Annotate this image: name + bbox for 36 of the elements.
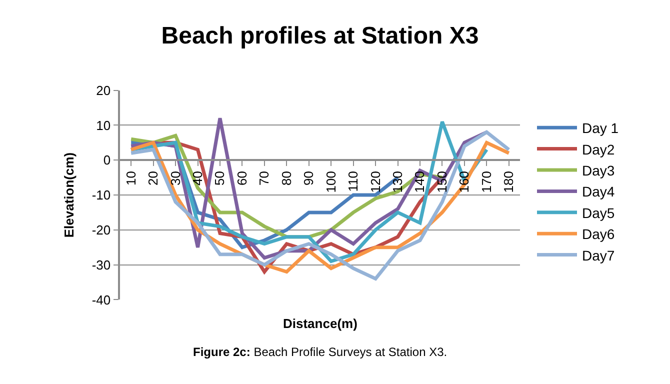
legend-label: Day7 xyxy=(582,247,615,264)
legend-label: Day4 xyxy=(582,184,615,200)
legend-label: Day3 xyxy=(582,162,615,178)
x-tick-label: 60 xyxy=(234,171,250,186)
x-tick-label: 10 xyxy=(123,171,138,186)
y-tick-label: -30 xyxy=(92,257,111,272)
x-tick-label: 130 xyxy=(390,171,406,193)
chart-title: Beach profiles at Station X3 xyxy=(161,22,479,50)
x-tick-label: 120 xyxy=(368,171,383,193)
legend-label: Day6 xyxy=(582,226,615,242)
x-tick-label: 90 xyxy=(301,171,316,186)
legend-label: Day5 xyxy=(582,204,615,221)
y-axis-title: Elevation(cm) xyxy=(61,152,76,238)
y-tick-label: -10 xyxy=(92,188,111,203)
y-tick-label: 10 xyxy=(96,118,111,133)
x-tick-label: 20 xyxy=(146,171,161,186)
y-tick-label: 0 xyxy=(103,152,111,168)
y-tick-label: -20 xyxy=(92,222,111,238)
x-tick-label: 70 xyxy=(256,171,272,186)
x-tick-label: 110 xyxy=(346,171,361,192)
x-tick-label: 150 xyxy=(434,171,450,193)
x-tick-label: 140 xyxy=(412,171,428,193)
x-tick-label: 30 xyxy=(168,171,183,186)
legend-label: Day2 xyxy=(582,141,615,158)
x-tick-label: 100 xyxy=(323,171,338,193)
x-tick-label: 40 xyxy=(190,171,206,186)
y-tick-label: 20 xyxy=(96,82,111,98)
x-axis-title: Distance(m) xyxy=(283,316,358,331)
y-tick-label: -40 xyxy=(92,292,111,308)
x-tick-label: 50 xyxy=(212,171,228,186)
x-tick-label: 160 xyxy=(456,171,472,193)
x-tick-label: 170 xyxy=(478,171,494,193)
x-tick-label: 180 xyxy=(501,171,516,193)
legend-label: Day 1 xyxy=(582,120,619,136)
x-tick-label: 80 xyxy=(278,171,294,186)
caption: Figure 2c: Beach Profile Surveys at Station X3. xyxy=(193,345,448,359)
